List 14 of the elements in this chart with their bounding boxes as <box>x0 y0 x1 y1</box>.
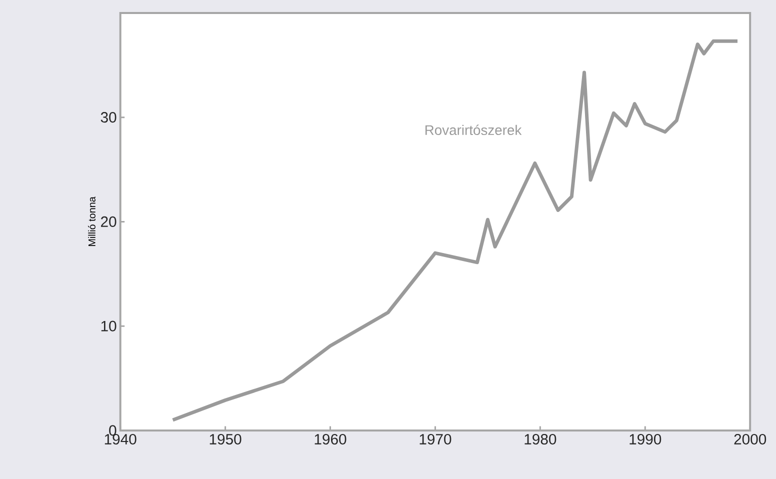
x-tick-label: 1940 <box>104 434 136 444</box>
y-tick-label: 0 <box>109 425 116 436</box>
line-series <box>171 39 740 422</box>
x-tick-label: 1980 <box>524 434 556 444</box>
y-tick-label: 10 <box>101 320 116 332</box>
text: Rovarirtószerek <box>425 124 522 135</box>
x-tick-label: 2000 <box>734 434 766 444</box>
y-tick-label: 20 <box>101 216 116 227</box>
x-tick-label: 1970 <box>420 434 452 444</box>
x-tick-label: 1990 <box>630 434 662 444</box>
x-tick-label: 1950 <box>210 434 242 444</box>
y-axis-title: Millió tonna <box>88 196 96 246</box>
y-tick-label: 30 <box>100 112 116 122</box>
x-tick-label: 1960 <box>314 434 346 444</box>
